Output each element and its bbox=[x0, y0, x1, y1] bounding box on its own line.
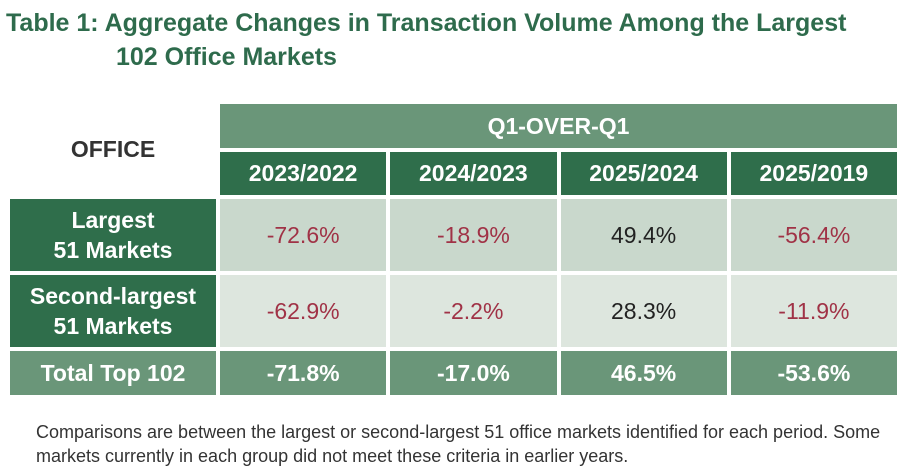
column-header: 2025/2024 bbox=[560, 152, 727, 195]
title-line-1: Table 1: Aggregate Changes in Transactio… bbox=[6, 9, 847, 37]
total-cell: -17.0% bbox=[390, 351, 557, 395]
row-label-line: 51 Markets bbox=[53, 313, 173, 339]
row-label-line: 51 Markets bbox=[53, 237, 173, 263]
row-label: Second-largest 51 Markets bbox=[10, 275, 216, 347]
table-cell: 28.3% bbox=[560, 275, 727, 347]
footnote: Comparisons are between the largest or s… bbox=[36, 422, 881, 466]
table-cell: -62.9% bbox=[220, 275, 387, 347]
title-line-2: 102 Office Markets bbox=[116, 43, 337, 71]
table-cell: -11.9% bbox=[730, 275, 897, 347]
total-row-label: Total Top 102 bbox=[10, 351, 216, 395]
total-cell: -71.8% bbox=[220, 351, 387, 395]
group-header-row: OFFICE Q1-OVER-Q1 bbox=[10, 104, 897, 195]
table-row: Largest 51 Markets -72.6% -18.9% 49.4% -… bbox=[10, 199, 897, 271]
corner-label: OFFICE bbox=[10, 104, 216, 195]
column-header: 2023/2022 bbox=[220, 152, 387, 195]
total-cell: -53.6% bbox=[730, 351, 897, 395]
table-cell: -72.6% bbox=[220, 199, 387, 271]
row-label-line: Second-largest bbox=[29, 283, 197, 309]
row-label: Largest 51 Markets bbox=[10, 199, 216, 271]
transaction-volume-table: OFFICE Q1-OVER-Q1 2023/2022 2024/2023 20… bbox=[6, 100, 900, 399]
table-cell: -18.9% bbox=[390, 199, 557, 271]
column-header: 2025/2019 bbox=[730, 152, 897, 195]
total-cell: 46.5% bbox=[560, 351, 727, 395]
column-header-row: 2023/2022 2024/2023 2025/2024 2025/2019 bbox=[10, 152, 897, 195]
row-label-line: Largest bbox=[71, 207, 155, 233]
table-row: Second-largest 51 Markets -62.9% -2.2% 2… bbox=[10, 275, 897, 347]
table-cell: -2.2% bbox=[390, 275, 557, 347]
group-header: Q1-OVER-Q1 bbox=[220, 104, 897, 148]
total-row: Total Top 102 -71.8% -17.0% 46.5% -53.6% bbox=[10, 351, 897, 395]
column-header: 2024/2023 bbox=[390, 152, 557, 195]
table-title: Table 1: Aggregate Changes in Transactio… bbox=[6, 6, 886, 74]
table-cell: -56.4% bbox=[730, 199, 897, 271]
table-cell: 49.4% bbox=[560, 199, 727, 271]
